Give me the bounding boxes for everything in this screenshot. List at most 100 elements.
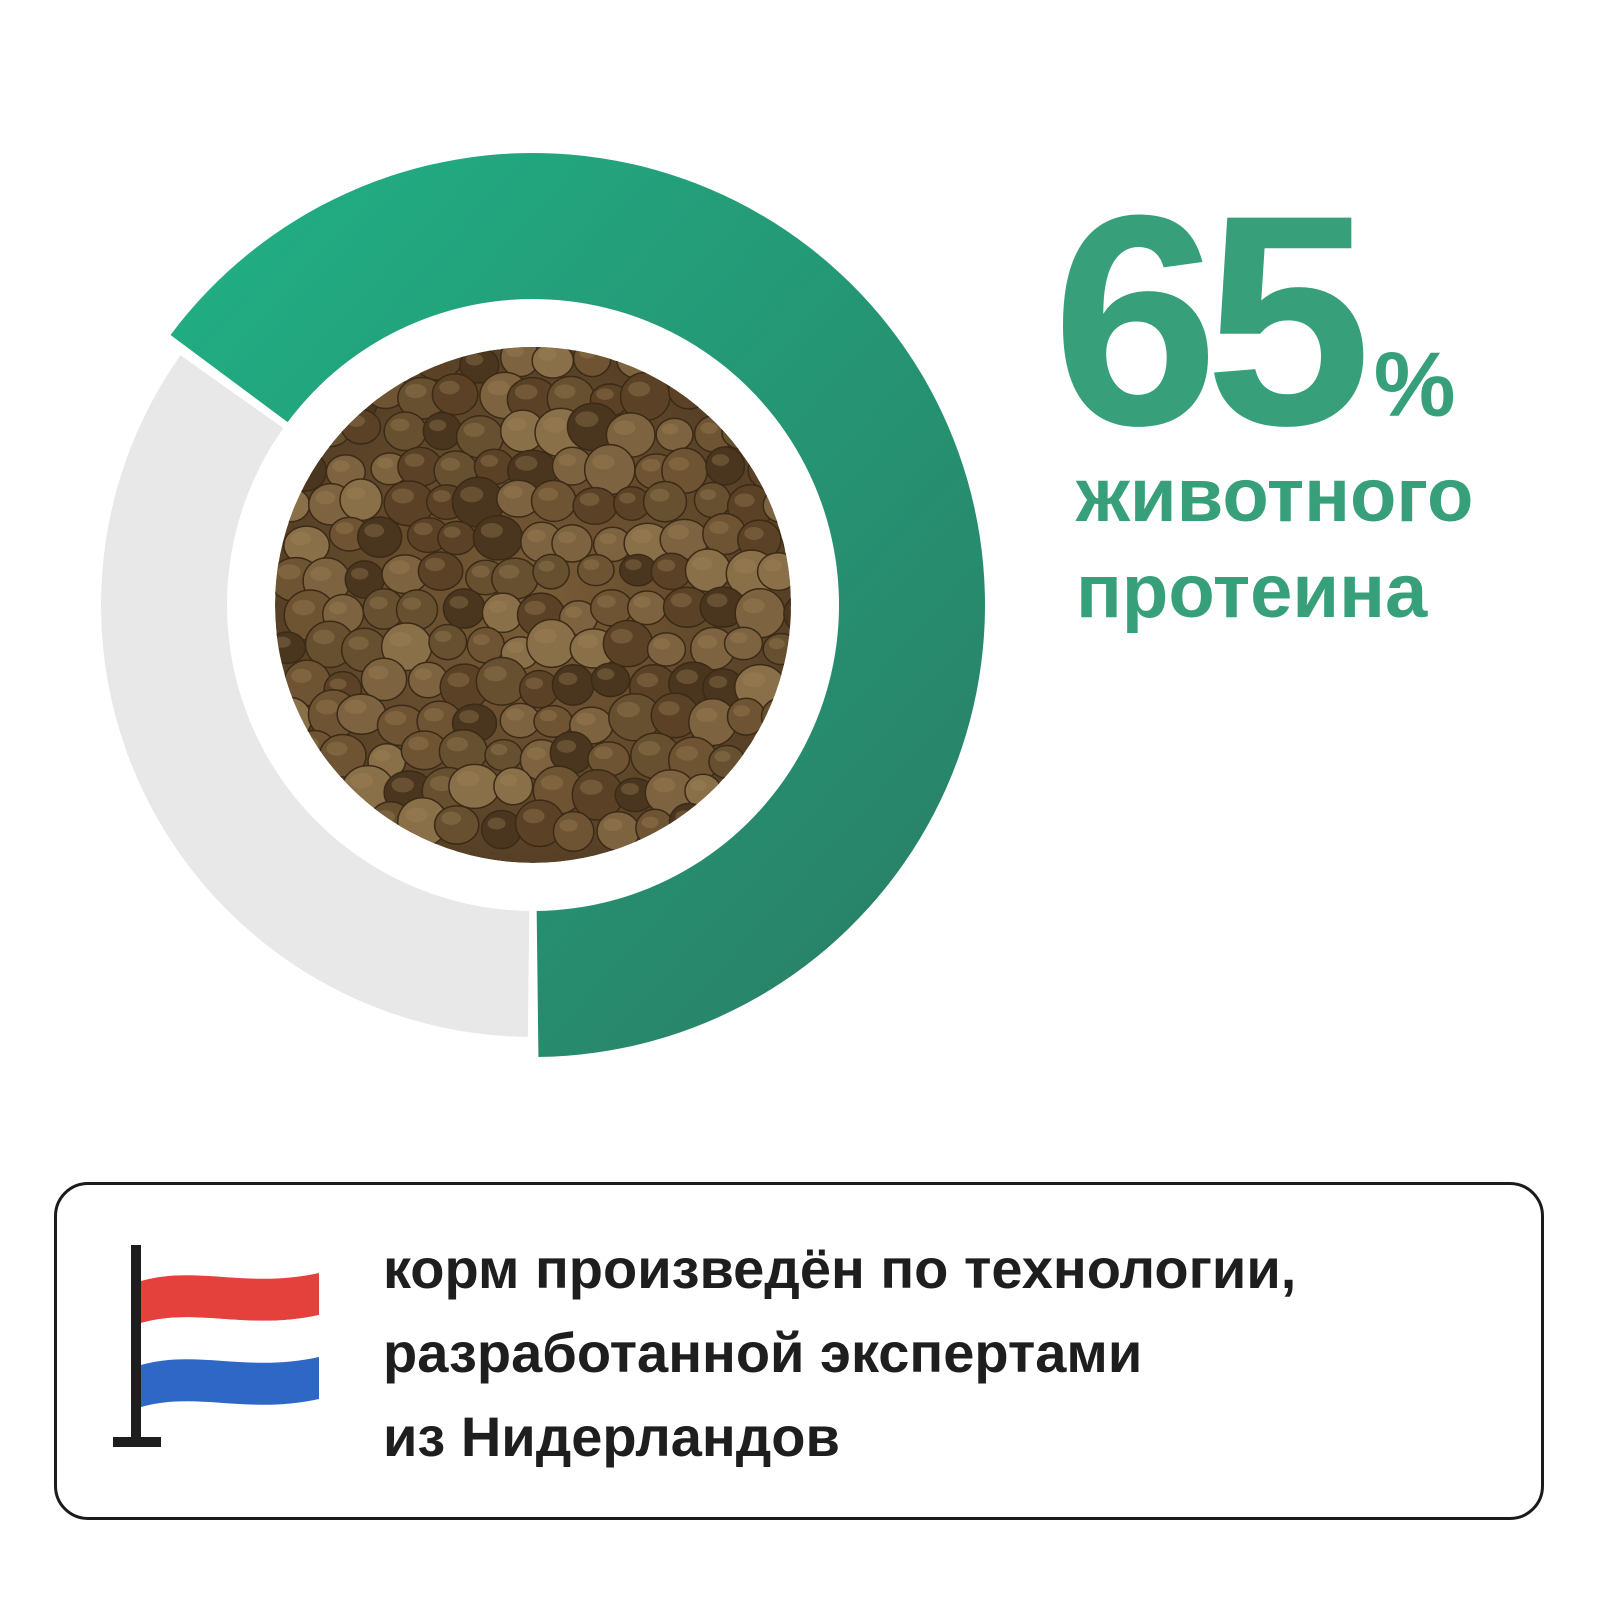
kibble-highlight <box>768 494 786 506</box>
kibble-highlight <box>554 384 576 399</box>
kibble-highlight <box>558 454 577 467</box>
kibble-highlight <box>456 771 480 787</box>
kibble-highlight <box>326 741 348 756</box>
kibble-highlight <box>576 712 596 726</box>
kibble-highlight <box>329 678 347 690</box>
kibble-piece <box>723 626 764 661</box>
kibble-highlight <box>575 411 599 427</box>
note-line-1: корм произведён по технологии, <box>383 1237 1297 1300</box>
kibble-highlight <box>539 709 557 722</box>
kibble-highlight <box>711 380 730 393</box>
kibble-highlight <box>733 705 751 717</box>
kibble-highlight <box>658 701 680 716</box>
kibble-highlight <box>480 454 499 467</box>
kibble-highlight <box>650 488 670 502</box>
kibble-piece <box>493 766 534 806</box>
origin-note-text: корм произведён по технологии, разработа… <box>383 1227 1533 1479</box>
kibble-highlight <box>538 560 555 572</box>
kibble-highlight <box>625 559 642 571</box>
kibble-piece <box>590 662 631 698</box>
kibble-piece <box>284 450 327 492</box>
kibble-highlight <box>460 486 484 503</box>
kibble-highlight <box>690 780 707 792</box>
kibble-highlight <box>558 672 578 685</box>
kibble-highlight <box>525 677 544 690</box>
kibble-piece <box>748 733 786 769</box>
kibble-highlight <box>692 556 713 571</box>
kibble-highlight <box>514 384 538 400</box>
kibble-highlight <box>579 347 596 359</box>
kibble-piece <box>626 590 668 626</box>
kibble-piece <box>635 808 675 848</box>
kibble-highlight <box>638 740 661 756</box>
kibble-highlight <box>728 420 747 433</box>
kibble-highlight <box>789 524 791 540</box>
kibble-piece <box>705 446 746 486</box>
kibble-piece <box>596 810 641 852</box>
kibble-piece <box>655 417 694 452</box>
kibble-piece <box>602 619 654 668</box>
kibble-piece <box>472 514 524 561</box>
kibble-highlight <box>627 381 651 397</box>
kibble-piece <box>693 481 732 519</box>
kibble-piece <box>642 480 688 523</box>
caption-line-2: протеина <box>1076 549 1428 634</box>
kibble-highlight <box>697 635 718 649</box>
kibble-highlight <box>506 708 525 721</box>
kibble-highlight <box>716 817 734 830</box>
kibble-highlight <box>763 559 783 572</box>
kibble-highlight <box>420 347 444 355</box>
origin-note-box: корм произведён по технологии, разработа… <box>54 1182 1544 1520</box>
kibble-piece <box>383 411 427 452</box>
kibble-piece <box>442 588 486 629</box>
kibble-highlight <box>524 600 546 615</box>
kibble-piece <box>275 487 311 523</box>
kibble-piece <box>782 515 791 563</box>
kibble-piece <box>653 347 693 380</box>
kibble-piece <box>747 451 790 490</box>
kibble-highlight <box>480 523 503 538</box>
kibble-highlight <box>676 745 699 761</box>
kibble-highlight <box>503 485 523 499</box>
kibble-highlight <box>449 596 469 609</box>
kibble-piece <box>576 553 615 587</box>
kibble-highlight <box>714 750 731 762</box>
kibble-highlight <box>542 416 567 433</box>
kibble-highlight <box>526 747 546 760</box>
kibble-highlight <box>610 628 633 644</box>
kibble-highlight <box>310 566 332 581</box>
kibble-highlight <box>371 377 390 391</box>
note-line-3: из Нидерландов <box>383 1405 840 1468</box>
kibble-piece <box>615 347 658 379</box>
donut-slice-other <box>101 355 530 1037</box>
kibble-highlight <box>700 422 718 434</box>
kibble-piece <box>760 696 791 736</box>
kibble-highlight <box>534 628 557 644</box>
protein-donut-chart <box>101 153 985 1057</box>
kibble-highlight <box>368 665 389 680</box>
donut-slice-animal-protein <box>170 153 985 1057</box>
kibble-highlight <box>695 707 718 723</box>
kibble-piece <box>756 552 791 592</box>
kibble-highlight <box>707 593 728 608</box>
kibble-highlight <box>730 632 748 644</box>
kibble-highlight <box>522 808 545 824</box>
kibble-highlight <box>389 631 412 647</box>
kibble-highlight <box>373 750 391 762</box>
kibble-highlight <box>425 557 445 572</box>
kibble-highlight <box>465 353 484 366</box>
kibble-highlight <box>742 598 765 614</box>
kibble-piece <box>307 775 346 813</box>
kibble-highlight <box>653 638 671 650</box>
kibble-highlight <box>709 521 729 535</box>
percent-sign: % <box>1373 334 1456 436</box>
kibble-piece <box>531 347 575 379</box>
kibble-piece <box>356 516 403 558</box>
kibble-highlight <box>557 531 577 544</box>
kibble-highlight <box>375 810 395 824</box>
kibble-piece <box>339 478 383 522</box>
kibble-piece <box>380 347 421 381</box>
kibble-highlight <box>507 417 528 431</box>
kibble-highlight <box>335 522 354 535</box>
kibble-highlight <box>538 487 559 501</box>
